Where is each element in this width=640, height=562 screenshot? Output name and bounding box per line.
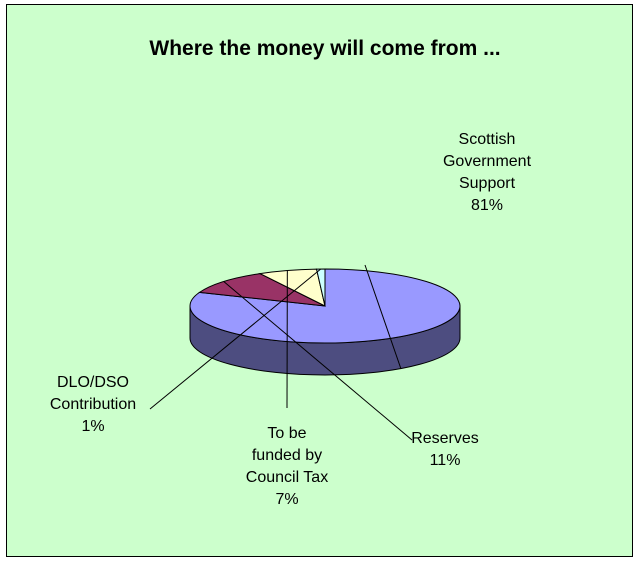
scottish-government-support-leader-line [364, 264, 402, 369]
leader-lines [149, 264, 413, 441]
chart-title: Where the money will come from ... [149, 37, 500, 60]
dlo-dso-contribution-leader-line [149, 268, 322, 410]
reserves-label: Reserves 11% [411, 430, 479, 469]
scottish-government-support-label: Scottish Government Support 81% [443, 131, 532, 214]
dlo-dso-contribution-label: DLO/DSO Contribution 1% [50, 374, 136, 435]
slice-labels: Scottish Government Support 81% Reserves 11% T… [50, 131, 532, 508]
to-be-funded-by-council-tax-label: To be funded by Council Tax 7% [246, 425, 328, 508]
reserves-leader-line [223, 281, 413, 441]
pie-tops [189, 268, 461, 344]
